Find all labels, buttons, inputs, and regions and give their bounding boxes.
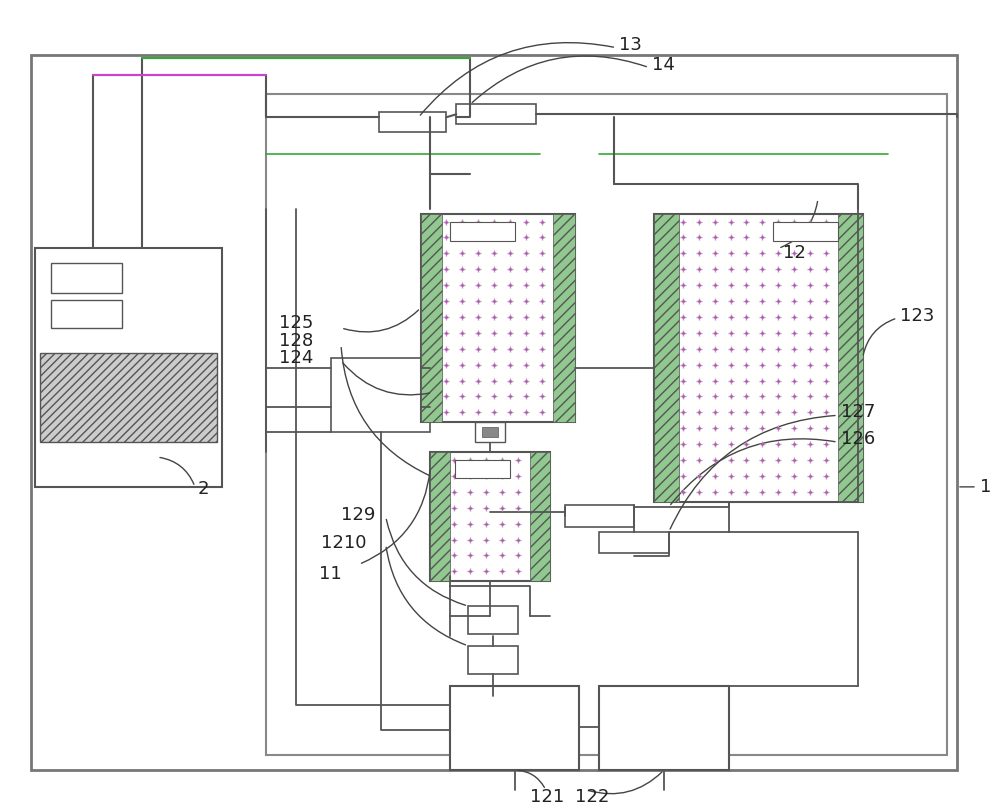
Text: 12: 12 xyxy=(783,245,806,262)
Bar xyxy=(421,214,575,422)
Bar xyxy=(599,686,729,770)
Bar xyxy=(450,686,579,770)
Bar xyxy=(455,460,510,478)
Text: 123: 123 xyxy=(900,307,935,325)
Text: 125: 125 xyxy=(279,314,314,332)
Text: 127: 127 xyxy=(841,404,875,421)
Bar xyxy=(421,214,442,422)
Bar xyxy=(331,358,430,433)
Text: 14: 14 xyxy=(652,56,675,73)
Text: 13: 13 xyxy=(619,36,642,54)
Bar xyxy=(565,504,634,527)
Text: 128: 128 xyxy=(279,332,314,349)
Bar xyxy=(773,222,838,241)
Text: 121: 121 xyxy=(530,788,564,806)
Bar xyxy=(266,94,947,755)
Bar xyxy=(40,353,217,442)
Text: 1210: 1210 xyxy=(321,533,367,551)
Text: 1: 1 xyxy=(980,478,991,495)
Bar xyxy=(482,427,498,437)
Text: 124: 124 xyxy=(279,349,314,366)
Bar xyxy=(456,104,536,124)
Text: 122: 122 xyxy=(575,788,609,806)
Bar xyxy=(31,55,957,770)
Bar xyxy=(35,249,222,487)
Bar xyxy=(553,214,575,422)
Text: 126: 126 xyxy=(841,430,875,448)
Bar xyxy=(450,222,515,241)
Bar xyxy=(599,532,669,554)
Bar xyxy=(530,452,550,581)
Bar xyxy=(654,214,863,502)
Bar xyxy=(51,263,122,293)
Bar xyxy=(654,214,679,502)
Bar xyxy=(468,606,518,634)
Bar xyxy=(379,112,446,132)
Bar xyxy=(838,214,863,502)
Text: 11: 11 xyxy=(319,566,342,583)
Text: 129: 129 xyxy=(341,506,375,524)
Bar xyxy=(51,300,122,328)
Bar xyxy=(468,646,518,674)
Text: 2: 2 xyxy=(198,480,209,498)
Bar xyxy=(430,452,450,581)
Bar xyxy=(430,452,550,581)
Bar xyxy=(475,422,505,442)
